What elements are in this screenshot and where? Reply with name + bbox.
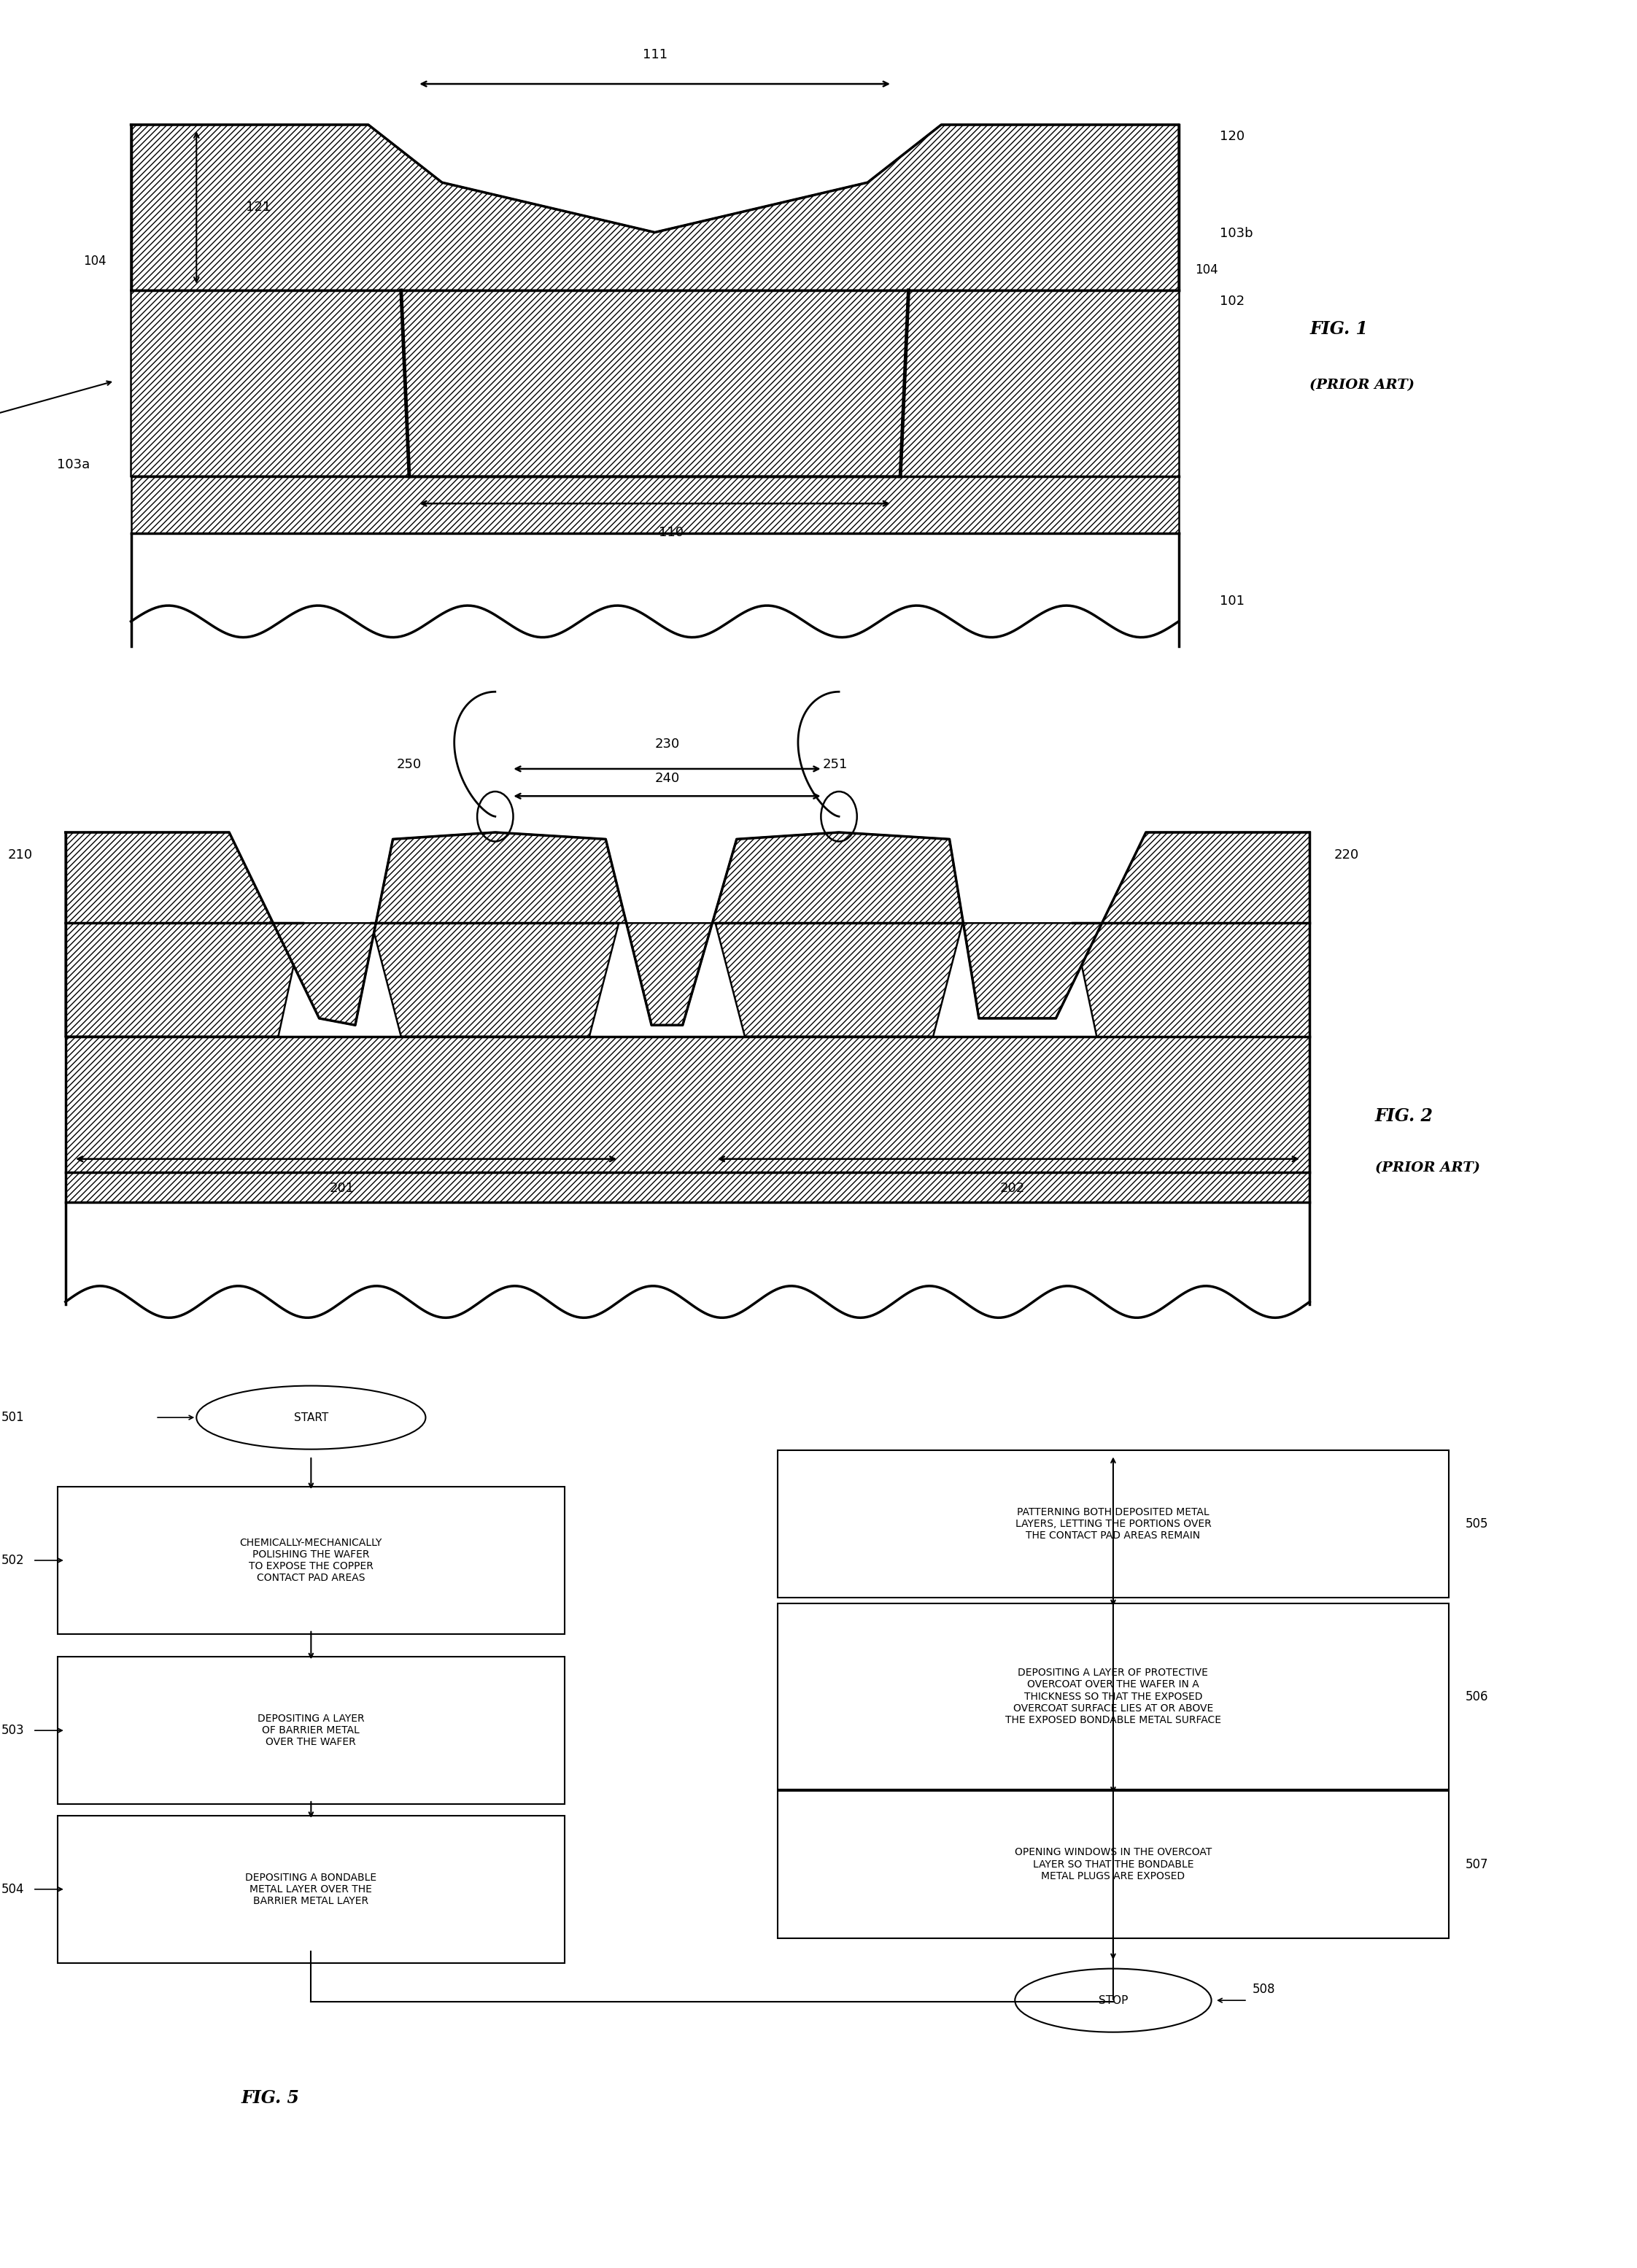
FancyBboxPatch shape — [778, 1603, 1449, 1789]
Text: 202: 202 — [1000, 1182, 1025, 1195]
Text: 111: 111 — [642, 48, 668, 61]
Text: (PRIOR ART): (PRIOR ART) — [1310, 379, 1414, 392]
Bar — [131, 476, 1179, 533]
Text: OPENING WINDOWS IN THE OVERCOAT
LAYER SO THAT THE BONDABLE
METAL PLUGS ARE EXPOS: OPENING WINDOWS IN THE OVERCOAT LAYER SO… — [1015, 1848, 1211, 1880]
Text: DEPOSITING A BONDABLE
METAL LAYER OVER THE
BARRIER METAL LAYER: DEPOSITING A BONDABLE METAL LAYER OVER T… — [246, 1873, 377, 1905]
Bar — [65, 1173, 1310, 1202]
Text: 220: 220 — [1334, 848, 1359, 862]
FancyBboxPatch shape — [57, 1814, 565, 1962]
Ellipse shape — [1015, 1969, 1211, 2032]
Text: (PRIOR ART): (PRIOR ART) — [1375, 1161, 1480, 1175]
Text: 110: 110 — [658, 526, 684, 540]
Ellipse shape — [196, 1386, 426, 1449]
Text: START: START — [293, 1413, 329, 1422]
FancyBboxPatch shape — [57, 1488, 565, 1633]
Text: 101: 101 — [1220, 594, 1244, 608]
Polygon shape — [715, 923, 963, 1036]
Text: 120: 120 — [1220, 129, 1244, 143]
Polygon shape — [131, 125, 1179, 290]
Polygon shape — [1072, 923, 1310, 1036]
Text: 508: 508 — [1252, 1982, 1275, 1996]
Text: 501: 501 — [2, 1411, 25, 1424]
Text: CHEMICALLY-MECHANICALLY
POLISHING THE WAFER
TO EXPOSE THE COPPER
CONTACT PAD ARE: CHEMICALLY-MECHANICALLY POLISHING THE WA… — [239, 1538, 383, 1583]
Text: 250: 250 — [396, 758, 422, 771]
Polygon shape — [65, 923, 303, 1036]
Text: PATTERNING BOTH DEPOSITED METAL
LAYERS, LETTING THE PORTIONS OVER
THE CONTACT PA: PATTERNING BOTH DEPOSITED METAL LAYERS, … — [1015, 1508, 1211, 1540]
Text: 201: 201 — [329, 1182, 355, 1195]
Text: 102: 102 — [1220, 295, 1244, 308]
Text: DEPOSITING A LAYER
OF BARRIER METAL
OVER THE WAFER: DEPOSITING A LAYER OF BARRIER METAL OVER… — [257, 1715, 365, 1746]
Text: 104: 104 — [83, 254, 106, 268]
Text: 121: 121 — [246, 202, 270, 213]
Text: FIG. 5: FIG. 5 — [241, 2089, 300, 2107]
Text: 504: 504 — [2, 1882, 25, 1896]
Text: 103a: 103a — [57, 458, 90, 472]
Text: 506: 506 — [1465, 1690, 1488, 1703]
Text: STOP: STOP — [1098, 1996, 1128, 2005]
Text: 240: 240 — [655, 771, 679, 785]
Text: DEPOSITING A LAYER OF PROTECTIVE
OVERCOAT OVER THE WAFER IN A
THICKNESS SO THAT : DEPOSITING A LAYER OF PROTECTIVE OVERCOA… — [1005, 1667, 1221, 1726]
Text: FIG. 2: FIG. 2 — [1375, 1107, 1434, 1125]
Text: 503: 503 — [2, 1724, 25, 1737]
Text: 230: 230 — [655, 737, 679, 751]
FancyBboxPatch shape — [778, 1792, 1449, 1937]
FancyBboxPatch shape — [778, 1452, 1449, 1597]
Text: 210: 210 — [8, 848, 33, 862]
Text: 505: 505 — [1465, 1517, 1488, 1531]
Polygon shape — [65, 832, 1310, 1025]
Polygon shape — [900, 290, 1179, 476]
Text: FIG. 1: FIG. 1 — [1310, 320, 1369, 338]
Polygon shape — [131, 290, 409, 476]
Polygon shape — [372, 923, 619, 1036]
Text: 507: 507 — [1465, 1857, 1488, 1871]
FancyBboxPatch shape — [57, 1656, 565, 1805]
Text: 104: 104 — [1195, 263, 1218, 277]
Text: 251: 251 — [823, 758, 848, 771]
Bar — [65, 1036, 1310, 1173]
Polygon shape — [401, 290, 909, 476]
Text: 103b: 103b — [1220, 227, 1252, 240]
Text: 502: 502 — [2, 1554, 25, 1567]
